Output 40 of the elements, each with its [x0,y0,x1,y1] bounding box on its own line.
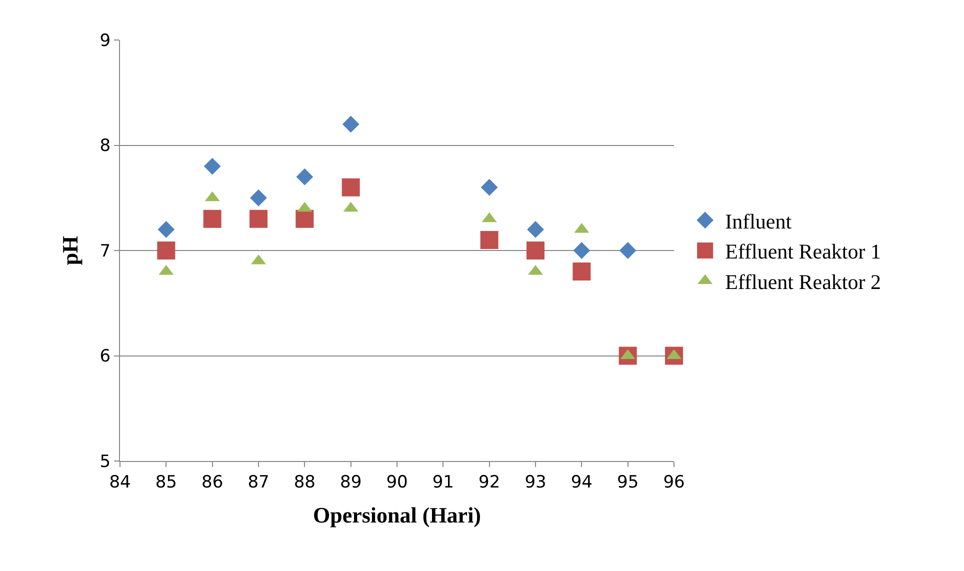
x-tick-label: 91 [432,472,454,492]
point [619,242,636,259]
x-tick-label: 96 [663,472,685,492]
point [480,230,498,249]
legend-label: Influent [725,209,792,234]
point [572,262,591,281]
x-tick-label: 94 [570,472,592,492]
y-tick-label: 8 [100,136,111,156]
x-tick-label: 89 [340,472,362,492]
point [204,158,221,175]
x-tick-label: 86 [202,472,224,492]
x-tick-label: 95 [617,472,639,492]
point [158,221,175,238]
legend-label: Effluent Reaktor 1 [725,240,881,264]
y-tick-label: 9 [100,30,111,51]
x-tick-label: 93 [524,472,546,492]
x-tick-label: 90 [386,472,408,492]
y-tick-label: 7 [100,241,111,262]
y-tick-label: 5 [100,452,111,472]
legend-label: Effluent Reaktor 2 [725,270,881,294]
point [573,242,590,259]
x-tick-label: 87 [248,472,270,492]
point [296,168,314,186]
point [157,242,176,260]
x-tick-label: 92 [478,472,500,492]
y-axis-title: pH [58,236,83,266]
x-tick-label: 85 [155,472,177,492]
point [250,189,267,206]
y-tick-label: 6 [100,346,111,367]
x-tick-label: 84 [109,472,131,492]
point [342,116,360,133]
point [480,178,498,196]
point [296,210,314,228]
point [203,210,222,228]
point [250,210,268,228]
point [527,221,544,238]
point [342,178,360,196]
point [526,242,544,260]
x-axis-title: Opersional (Hari) [312,502,482,528]
x-tick-label: 88 [294,472,316,492]
